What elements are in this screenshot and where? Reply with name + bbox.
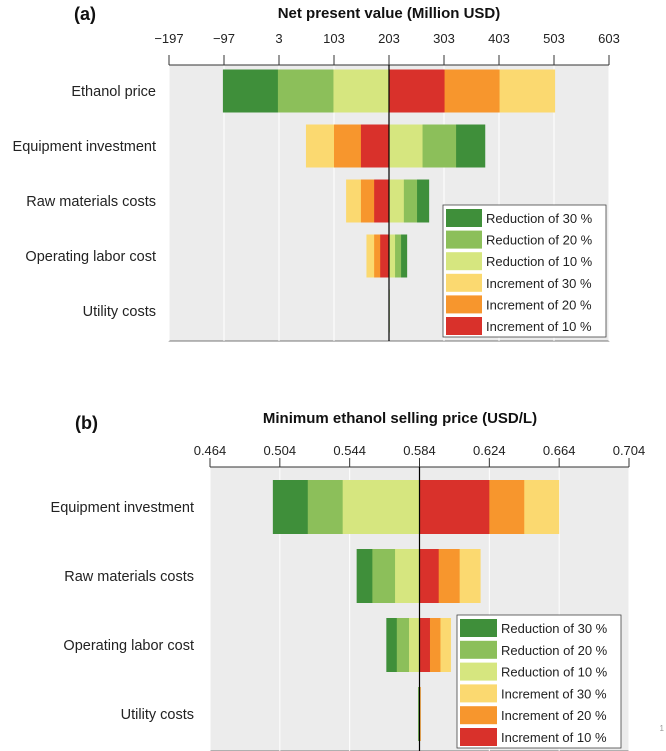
panel-a-tick-label: 3	[275, 31, 282, 46]
panel-a-tick-label: 303	[433, 31, 455, 46]
panel-a-bar-increment-of-10	[374, 179, 389, 223]
panel-b-bar-increment-of-10	[419, 549, 439, 603]
panel-b-bar-increment-of-10	[419, 480, 490, 534]
panel-a-bar-reduction-of-10	[389, 234, 396, 278]
panel-a-title: Net present value (Million USD)	[278, 5, 501, 22]
panel-b-category-label: Raw materials costs	[64, 569, 194, 585]
panel-b-legend-swatch	[460, 706, 497, 725]
panel-b-title: Minimum ethanol selling price (USD/L)	[263, 410, 537, 427]
panel-a-legend-swatch	[446, 230, 482, 249]
panel-a-bar-increment-of-10	[380, 234, 389, 278]
panel-a-category-label: Raw materials costs	[26, 194, 156, 210]
panel-b-category-label: Operating labor cost	[63, 638, 194, 654]
panel-b-legend-label: Increment of 10 %	[501, 730, 607, 745]
panel-a-legend-label: Increment of 20 %	[486, 297, 592, 312]
panel-a-legend-label: Reduction of 30 %	[486, 211, 593, 226]
panel-a-legend: Reduction of 30 % Reduction of 20 % Reduct…	[442, 204, 607, 338]
panel-b-x-axis: 0.464 0.504 0.544 0.584 0.624 0.664 0.704	[194, 443, 646, 468]
panel-a-bars	[222, 69, 556, 333]
panel-b-legend-label: Increment of 20 %	[501, 708, 607, 723]
panel-a-legend-label: Reduction of 20 %	[486, 233, 593, 248]
panel-a-bar-reduction-of-10	[389, 179, 404, 223]
panel-b-legend-label: Reduction of 20 %	[501, 643, 608, 658]
panel-a-x-axis: −197 −97 3 103 203 303 403 503 603	[154, 31, 620, 66]
panel-a-tick-label: 603	[598, 31, 620, 46]
panel-a-tick-label: 503	[543, 31, 565, 46]
panel-b-legend-swatch	[460, 619, 497, 637]
panel-b: (b) Minimum ethanol selling price (USD/L…	[51, 410, 646, 751]
panel-b-tick-label: 0.584	[403, 443, 436, 458]
panel-a-bar-reduction-of-10	[333, 69, 389, 113]
panel-b-tick-label: 0.544	[333, 443, 366, 458]
panel-a-category-label: Equipment investment	[13, 139, 156, 155]
panel-b-legend-box	[456, 614, 622, 749]
panel-b-legend-label: Increment of 30 %	[501, 686, 607, 701]
panel-b-tick-label: 0.704	[613, 443, 646, 458]
panel-a-category-label: Utility costs	[83, 304, 156, 320]
panel-a-legend-label: Increment of 30 %	[486, 276, 592, 291]
panel-a-tick-label: 103	[323, 31, 345, 46]
panel-a-category-label: Ethanol price	[71, 84, 156, 100]
panel-a-tick-label: −197	[154, 31, 183, 46]
panel-b-category-label: Equipment investment	[51, 500, 194, 516]
panel-b-legend: Reduction of 30 % Reduction of 20 % Reduct…	[456, 614, 622, 749]
panel-a-legend-swatch	[446, 317, 482, 335]
panel-a-tick-label: −97	[213, 31, 235, 46]
panel-a-legend-swatch	[446, 295, 482, 314]
panel-a-legend-label: Reduction of 10 %	[486, 254, 593, 269]
panel-a-category-label: Operating labor cost	[25, 249, 156, 265]
panel-b-bars	[272, 480, 560, 741]
panel-b-legend-label: Reduction of 10 %	[501, 665, 608, 680]
panel-a-tick-label: 403	[488, 31, 510, 46]
panel-b-tick-label: 0.664	[543, 443, 576, 458]
panel-b-tick-label: 0.504	[264, 443, 297, 458]
panel-b-category-label: Utility costs	[121, 707, 194, 723]
panel-a-legend-label: Increment of 10 %	[486, 319, 592, 334]
panel-b-bar-reduction-of-10	[342, 480, 420, 534]
page-number: 1	[659, 724, 664, 733]
panel-b-bar-reduction-of-10	[395, 549, 420, 603]
panel-b-legend-swatch	[460, 684, 497, 703]
panel-a-tick-label: 203	[378, 31, 400, 46]
panel-b-label: (b)	[75, 413, 98, 433]
panel-a-legend-swatch	[446, 252, 482, 271]
panel-b-tick-label: 0.624	[473, 443, 506, 458]
panel-b-legend-swatch	[460, 728, 497, 746]
panel-a-bar-increment-of-10	[360, 124, 389, 168]
panel-a-label: (a)	[74, 4, 96, 24]
panel-b-tick-label: 0.464	[194, 443, 227, 458]
panel-a-bar-increment-of-10	[389, 69, 445, 113]
panel-b-legend-swatch	[460, 662, 497, 681]
panel-a-legend-swatch	[446, 273, 482, 292]
panel-b-legend-label: Reduction of 30 %	[501, 621, 608, 636]
panel-a: (a) Net present value (Million USD) −197…	[13, 4, 620, 342]
panel-a-legend-swatch	[446, 209, 482, 227]
panel-a-bar-reduction-of-10	[389, 124, 423, 168]
panel-b-legend-swatch	[460, 640, 497, 659]
panel-b-bar-increment-of-10	[419, 618, 430, 672]
panel-b-bar-reduction-of-10	[409, 618, 420, 672]
panel-a-y-axis: Ethanol price Equipment investment Raw mat…	[13, 84, 156, 320]
panel-b-y-axis: Equipment investment Raw materials costs O…	[51, 500, 194, 723]
